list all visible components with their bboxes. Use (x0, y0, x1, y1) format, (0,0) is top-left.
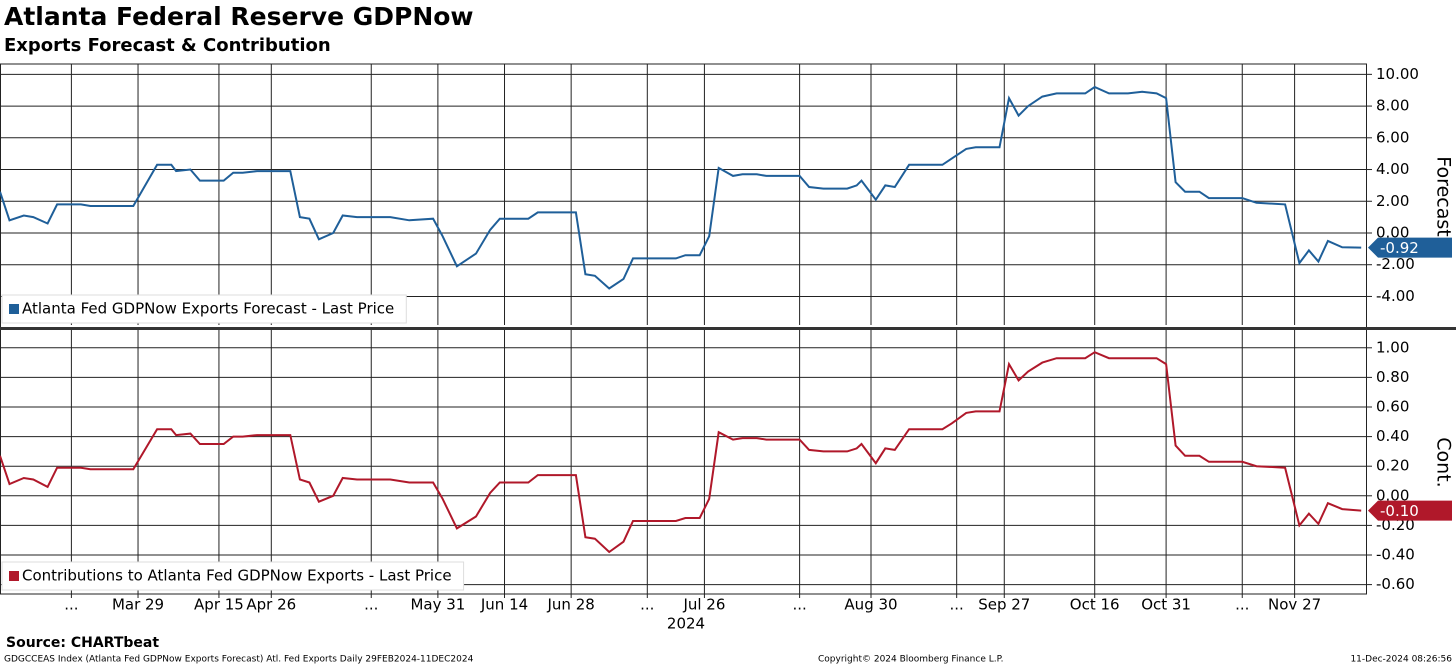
x-tick-label: ... (64, 596, 78, 614)
y-tick-label: -0.60 (1376, 575, 1415, 593)
y-axis-label: Cont. (1433, 437, 1455, 487)
x-tick-label: Apr 15 (194, 596, 244, 614)
x-tick-label: Oct 16 (1070, 596, 1120, 614)
x-tick-label: Jun 14 (480, 596, 528, 614)
x-tick-label: ... (640, 596, 654, 614)
y-tick-label: 0.00 (1376, 223, 1409, 241)
last-value-label: -0.92 (1380, 239, 1419, 257)
last-value-tag (1368, 237, 1452, 258)
timestamp: 11-Dec-2024 08:26:56 (1350, 655, 1452, 665)
y-tick-label: 4.00 (1376, 160, 1409, 178)
y-tick-label: -4.00 (1376, 287, 1415, 305)
y-tick-label: -0.40 (1376, 546, 1415, 564)
y-tick-label: 0.60 (1376, 398, 1409, 416)
legend-label: Contributions to Atlanta Fed GDPNow Expo… (22, 567, 452, 585)
x-tick-label: May 31 (410, 596, 465, 614)
chart-title: Atlanta Federal Reserve GDPNow (4, 2, 474, 31)
x-tick-label: Nov 27 (1268, 596, 1321, 614)
x-tick-label: Mar 29 (112, 596, 164, 614)
y-tick-label: 0.80 (1376, 368, 1409, 386)
y-tick-label: 0.40 (1376, 427, 1409, 445)
x-tick-label: Aug 30 (844, 596, 897, 614)
legend-swatch (9, 304, 19, 314)
legend-box (1, 561, 465, 591)
y-tick-label: 8.00 (1376, 97, 1409, 115)
x-tick-label: Sep 27 (978, 596, 1030, 614)
x-tick-label: ... (792, 596, 806, 614)
data-line (0, 351, 1362, 554)
y-axis-label: Forecast (1433, 156, 1455, 236)
copyright: Copyright© 2024 Bloomberg Finance L.P. (818, 655, 1003, 665)
x-tick-label: ... (1235, 596, 1249, 614)
y-tick-label: -2.00 (1376, 255, 1415, 273)
x-tick-label: ... (950, 596, 964, 614)
x-tick-label: Apr 26 (246, 596, 296, 614)
y-tick-label: 6.00 (1376, 128, 1409, 146)
chart-subtitle: Exports Forecast & Contribution (4, 35, 331, 56)
x-year-label: 2024 (667, 615, 705, 633)
legend-swatch (9, 571, 19, 581)
ticker-note: GDGCCEAS Index (Atlanta Fed GDPNow Expor… (4, 655, 474, 665)
last-value-tag (1368, 500, 1452, 521)
y-tick-label: 10.00 (1376, 65, 1419, 83)
legend-label: Atlanta Fed GDPNow Exports Forecast - La… (22, 300, 394, 318)
last-value-label: -0.10 (1380, 502, 1419, 520)
x-tick-label: Jul 26 (682, 596, 725, 614)
x-tick-label: Jun 28 (547, 596, 595, 614)
source: Source: CHARTbeat (6, 635, 159, 651)
y-tick-label: 0.20 (1376, 457, 1409, 475)
y-tick-label: 0.00 (1376, 486, 1409, 504)
legend-box (1, 294, 407, 324)
x-tick-label: Oct 31 (1141, 596, 1191, 614)
data-line (0, 85, 1362, 290)
y-tick-label: 2.00 (1376, 192, 1409, 210)
x-tick-label: ... (364, 596, 378, 614)
y-tick-label: 1.00 (1376, 338, 1409, 356)
